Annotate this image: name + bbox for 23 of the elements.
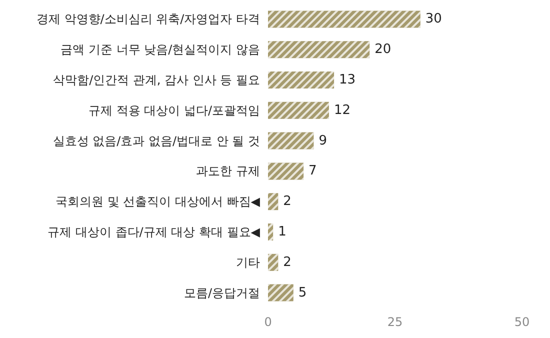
data-label: 9 <box>318 133 327 148</box>
data-label: 13 <box>339 72 356 88</box>
data-label: 2 <box>283 194 292 210</box>
y-tick-label: 실효성 없음/효과 없음/법대로 안 될 것 <box>52 134 260 148</box>
data-label: 1 <box>278 224 286 240</box>
y-tick-label: 경제 악영향/소비심리 위축/자영업자 타격 <box>36 12 260 26</box>
data-label: 5 <box>298 285 307 300</box>
x-tick-label: 0 <box>264 315 272 329</box>
y-tick-label: 규제 대상이 좁다/규제 대상 확대 필요◀ <box>48 225 261 239</box>
x-tick-label: 50 <box>514 315 530 329</box>
data-label: 7 <box>308 164 317 179</box>
y-tick-label: 국회의원 및 선출직이 대상에서 빠짐◀ <box>56 194 261 209</box>
data-label: 12 <box>334 102 351 118</box>
x-tick-label: 25 <box>387 315 403 329</box>
y-tick-label: 기타 <box>236 255 260 270</box>
y-tick-label: 금액 기준 너무 낮음/현실적이지 않음 <box>60 42 260 57</box>
data-label: 30 <box>425 12 442 27</box>
data-label: 2 <box>283 254 292 270</box>
y-tick-label: 삭막함/인간적 관계, 감사 인사 등 필요 <box>53 73 260 87</box>
y-tick-label: 모름/응답거절 <box>184 286 260 300</box>
y-tick-label: 과도한 규제 <box>196 164 260 178</box>
y-tick-label: 규제 적용 대상이 넓다/포괄적임 <box>88 103 260 118</box>
data-label: 20 <box>374 42 392 58</box>
